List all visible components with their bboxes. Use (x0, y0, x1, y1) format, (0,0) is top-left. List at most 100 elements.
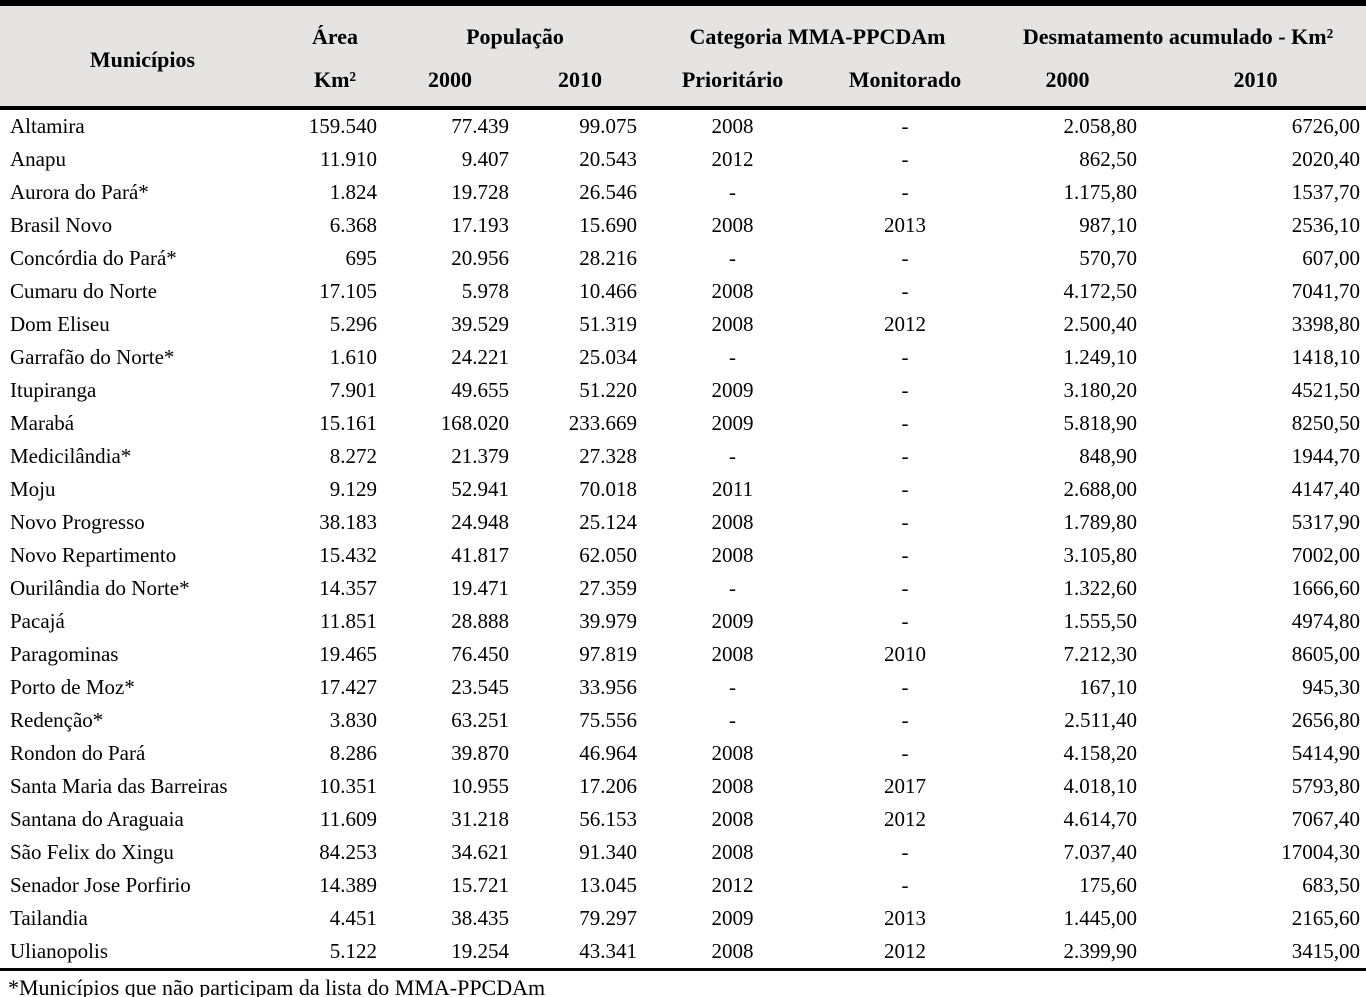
table-row: Anapu 11.910 9.407 20.543 2012 - 862,50 2020,40 (0, 143, 1366, 176)
cell-monitorado: - (901, 510, 909, 534)
col-header-area-title: Área (285, 3, 385, 60)
cell-prioritario: 2008 (711, 543, 754, 567)
cell-desmatamento-2000: 4.172,50 (1063, 279, 1138, 303)
cell-monitorado: 2010 (884, 642, 927, 666)
table-row: Senador Jose Porfirio 14.389 15.721 13.045 2… (0, 869, 1366, 902)
cell-area-km2: 9.129 (329, 477, 377, 501)
cell-desmatamento-2010: 7041,70 (1291, 279, 1361, 303)
cell-populacao-2000: 31.218 (451, 807, 509, 831)
cell-area-km2: 14.389 (319, 873, 377, 897)
cell-populacao-2000: 76.450 (451, 642, 509, 666)
cell-populacao-2000: 39.870 (451, 741, 509, 765)
cell-municipio: Moju (10, 477, 56, 501)
cell-populacao-2010: 17.206 (579, 774, 638, 798)
cell-prioritario: - (729, 576, 737, 600)
cell-monitorado: - (901, 840, 909, 864)
table-row: Redenção* 3.830 63.251 75.556 - - 2.511,40 2656… (0, 704, 1366, 737)
cell-prioritario: 2012 (711, 873, 754, 897)
cell-populacao-2010: 20.543 (579, 147, 638, 171)
cell-municipio: Itupiranga (10, 378, 97, 402)
cell-area-km2: 5.296 (329, 312, 377, 336)
cell-monitorado: - (901, 345, 909, 369)
cell-municipio: Altamira (10, 114, 85, 138)
cell-desmatamento-2010: 1944,70 (1291, 444, 1361, 468)
table-row: São Felix do Xingu 84.253 34.621 91.340 2008… (0, 836, 1366, 869)
table-row: Medicilândia* 8.272 21.379 27.328 - - 848,90 19… (0, 440, 1366, 473)
cell-desmatamento-2010: 2020,40 (1291, 147, 1361, 171)
cell-desmatamento-2000: 1.322,60 (1063, 576, 1138, 600)
col-header-area-unit: Km² (285, 60, 385, 108)
cell-populacao-2010: 62.050 (579, 543, 638, 567)
cell-desmatamento-2010: 3415,00 (1291, 939, 1361, 963)
cell-area-km2: 19.465 (319, 642, 377, 666)
cell-populacao-2010: 25.124 (579, 510, 638, 534)
cell-prioritario: - (729, 708, 737, 732)
cell-populacao-2010: 15.690 (579, 213, 638, 237)
cell-monitorado: - (901, 114, 909, 138)
cell-populacao-2010: 27.359 (579, 576, 638, 600)
cell-municipio: Santana do Araguaia (10, 807, 184, 831)
cell-area-km2: 1.610 (329, 345, 377, 369)
cell-prioritario: - (729, 444, 737, 468)
table-row: Porto de Moz* 17.427 23.545 33.956 - - 167,10 9… (0, 671, 1366, 704)
cell-monitorado: - (901, 378, 909, 402)
cell-municipio: Paragominas (10, 642, 119, 666)
cell-area-km2: 7.901 (329, 378, 377, 402)
cell-prioritario: - (729, 180, 737, 204)
cell-populacao-2000: 10.955 (451, 774, 509, 798)
cell-populacao-2010: 10.466 (579, 279, 638, 303)
cell-municipio: Concórdia do Pará* (10, 246, 177, 270)
cell-desmatamento-2010: 1418,10 (1291, 345, 1361, 369)
cell-desmatamento-2000: 1.555,50 (1063, 609, 1138, 633)
table-row: Pacajá 11.851 28.888 39.979 2009 - 1.555,50 497… (0, 605, 1366, 638)
footnote: *Municípios que não participam da lista … (0, 968, 1366, 997)
cell-desmatamento-2010: 2656,80 (1291, 708, 1361, 732)
cell-prioritario: 2008 (711, 279, 754, 303)
cell-desmatamento-2010: 4974,80 (1291, 609, 1361, 633)
cell-area-km2: 15.161 (319, 411, 377, 435)
cell-populacao-2010: 27.328 (579, 444, 638, 468)
cell-municipio: Anapu (10, 147, 66, 171)
cell-prioritario: - (729, 246, 737, 270)
cell-municipio: Novo Progresso (10, 510, 145, 534)
table-row: Santa Maria das Barreiras 10.351 10.955 17.… (0, 770, 1366, 803)
cell-populacao-2000: 17.193 (451, 213, 509, 237)
cell-monitorado: - (901, 147, 909, 171)
cell-populacao-2010: 33.956 (579, 675, 638, 699)
cell-municipio: Rondon do Pará (10, 741, 146, 765)
cell-monitorado: - (901, 279, 909, 303)
cell-monitorado: 2017 (884, 774, 927, 798)
cell-desmatamento-2010: 7067,40 (1291, 807, 1361, 831)
cell-populacao-2010: 26.546 (579, 180, 638, 204)
cell-populacao-2000: 19.254 (451, 939, 509, 963)
table-row: Concórdia do Pará* 695 20.956 28.216 - - 570,7… (0, 242, 1366, 275)
cell-municipio: Senador Jose Porfirio (10, 873, 191, 897)
cell-municipio: Porto de Moz* (10, 675, 135, 699)
cell-populacao-2000: 20.956 (451, 246, 509, 270)
cell-populacao-2010: 99.075 (579, 114, 638, 138)
cell-populacao-2000: 24.948 (451, 510, 509, 534)
cell-municipio: Garrafão do Norte* (10, 345, 175, 369)
cell-populacao-2000: 34.621 (451, 840, 509, 864)
cell-populacao-2000: 15.721 (451, 873, 509, 897)
table-row: Santana do Araguaia 11.609 31.218 56.153 200… (0, 803, 1366, 836)
cell-desmatamento-2010: 945,30 (1302, 675, 1361, 699)
table-footer: *Municípios que não participam da lista … (0, 968, 1366, 997)
cell-monitorado: 2012 (884, 807, 927, 831)
cell-desmatamento-2000: 4.018,10 (1063, 774, 1138, 798)
cell-desmatamento-2010: 5317,90 (1291, 510, 1361, 534)
cell-monitorado: 2013 (884, 906, 927, 930)
cell-populacao-2010: 51.319 (579, 312, 638, 336)
cell-desmatamento-2000: 4.158,20 (1063, 741, 1138, 765)
cell-prioritario: 2008 (711, 807, 754, 831)
cell-desmatamento-2000: 5.818,90 (1063, 411, 1138, 435)
table-row: Itupiranga 7.901 49.655 51.220 2009 - 3.180,20… (0, 374, 1366, 407)
cell-monitorado: - (901, 543, 909, 567)
cell-desmatamento-2000: 3.105,80 (1063, 543, 1138, 567)
cell-desmatamento-2000: 175,60 (1079, 873, 1138, 897)
table-row: Novo Repartimento 15.432 41.817 62.050 2008 -… (0, 539, 1366, 572)
cell-desmatamento-2000: 987,10 (1079, 213, 1138, 237)
cell-prioritario: 2008 (711, 939, 754, 963)
cell-populacao-2010: 79.297 (579, 906, 638, 930)
